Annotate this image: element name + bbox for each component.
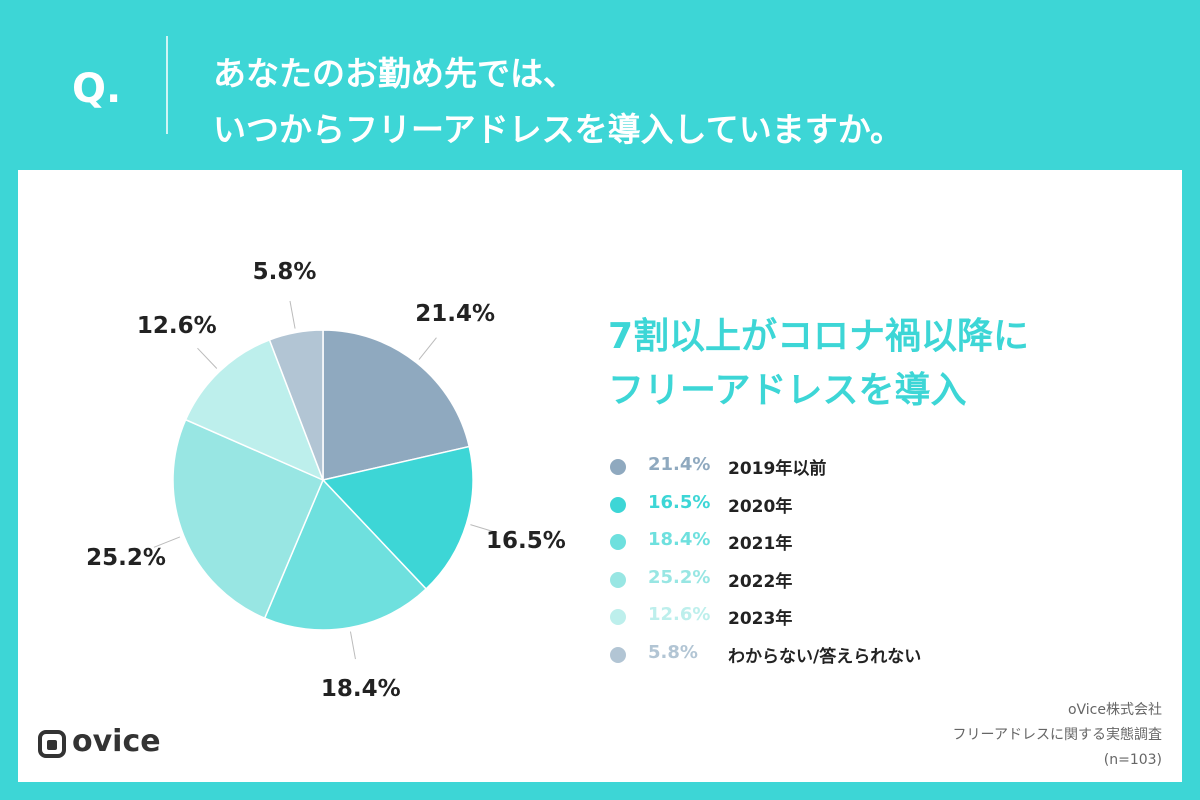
legend-label: 2023年 bbox=[728, 609, 793, 629]
leader-line-1 bbox=[470, 524, 498, 534]
slice-label-4: 12.6% bbox=[136, 313, 217, 340]
leader-line-3 bbox=[153, 536, 181, 548]
legend-percent: 25.2% bbox=[648, 566, 711, 588]
legend-swatch bbox=[610, 459, 626, 475]
legend-percent: 16.5% bbox=[648, 491, 711, 513]
pie-slice-1 bbox=[321, 445, 474, 591]
pie-slice-0 bbox=[322, 329, 471, 481]
pie-chart bbox=[153, 300, 498, 660]
logo-text: ovice bbox=[72, 724, 161, 759]
slice-label-5: 5.8% bbox=[252, 258, 317, 285]
leader-line-4 bbox=[197, 347, 218, 369]
question-line-2: いつからフリーアドレスを導入していますか。 bbox=[213, 110, 904, 149]
headline-line-2: フリーアドレスを導入 bbox=[608, 370, 967, 411]
legend-percent: 12.6% bbox=[648, 604, 711, 625]
slice-label-3: 25.2% bbox=[86, 545, 166, 572]
source-note: oVice株式会社 フリーアドレスに関する実態調査 (n=103) bbox=[953, 698, 1162, 773]
question-mark: Q. bbox=[72, 66, 122, 112]
legend-swatch bbox=[610, 571, 626, 588]
legend-swatch bbox=[610, 534, 626, 550]
legend-percent: 18.4% bbox=[648, 529, 711, 550]
source-sample: (n=103) bbox=[1103, 752, 1162, 768]
header-band: Q. あなたのお勤め先では、 いつからフリーアドレスを導入していますか。 bbox=[0, 0, 1200, 170]
pie-slice-3 bbox=[172, 418, 324, 620]
legend-swatch bbox=[610, 496, 626, 513]
pie-slice-2 bbox=[263, 478, 428, 631]
source-company: oVice株式会社 bbox=[1067, 702, 1162, 718]
slice-label-1: 16.5% bbox=[485, 528, 566, 555]
leader-line-5 bbox=[289, 300, 296, 329]
ovice-logo-icon bbox=[38, 730, 66, 758]
leader-line-0 bbox=[418, 337, 437, 360]
legend-swatch bbox=[610, 609, 626, 625]
pie-slice-4 bbox=[184, 338, 325, 482]
source-survey: フリーアドレスに関する実態調査 bbox=[952, 727, 1162, 743]
question-text: あなたのお勤め先では、 いつからフリーアドレスを導入していますか。 bbox=[213, 46, 903, 158]
chart-card: 21.4% 16.5% 18.4% 25.2% 12.6% 5.8% 7割以上がコロナ禍以… bbox=[18, 170, 1182, 782]
legend-label: わからない/答えられない bbox=[728, 646, 922, 667]
legend-label: 2019年以前 bbox=[728, 459, 827, 479]
legend-label: 2020年 bbox=[728, 496, 793, 517]
legend-percent: 21.4% bbox=[648, 454, 711, 475]
question-line-1: あなたのお勤め先では、 bbox=[213, 54, 576, 93]
slice-label-2: 18.4% bbox=[320, 675, 401, 702]
legend-percent: 5.8% bbox=[648, 641, 698, 663]
legend-label: 2021年 bbox=[728, 534, 793, 554]
headline-line-1: 7割以上がコロナ禍以降に bbox=[608, 316, 1030, 357]
headline: 7割以上がコロナ禍以降に フリーアドレスを導入 bbox=[608, 310, 1029, 418]
legend-swatch bbox=[610, 646, 626, 663]
pie-slice-5 bbox=[268, 329, 324, 481]
header-divider bbox=[166, 36, 168, 134]
leader-line-2 bbox=[349, 631, 356, 660]
slice-label-0: 21.4% bbox=[415, 301, 496, 328]
legend-label: 2022年 bbox=[728, 571, 793, 592]
